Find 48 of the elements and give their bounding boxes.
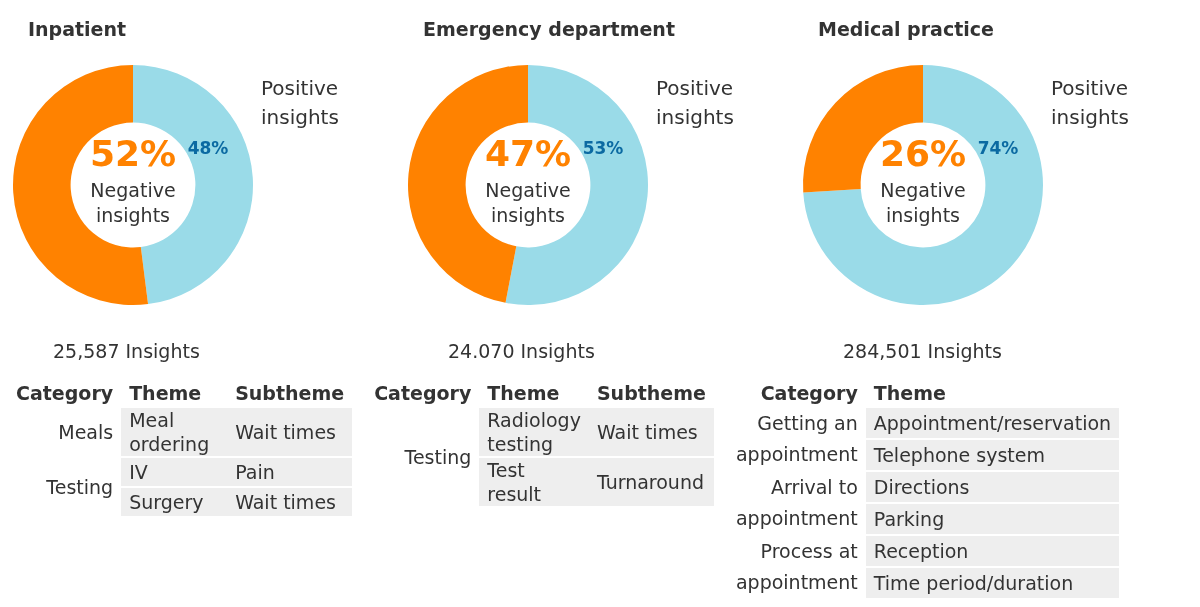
data-label: 47% <box>484 133 572 175</box>
text: Getting an appointment <box>735 412 858 465</box>
text: Parking <box>873 508 945 530</box>
slice-label: Positive insights <box>656 76 734 130</box>
text: Meals <box>58 420 114 443</box>
text: Radiology testing <box>487 409 581 455</box>
text: Process at appointment <box>735 540 858 593</box>
slice-label: Positive insights <box>1051 76 1129 130</box>
text: Wait times <box>596 421 698 443</box>
data-label: 74% <box>977 138 1019 159</box>
text: Telephone system <box>873 444 1046 466</box>
category-label: Category <box>373 381 473 406</box>
text: Test result <box>487 459 542 505</box>
text: 25,587 Insights <box>52 340 201 362</box>
text: Wait times <box>235 421 336 443</box>
text: Testing <box>46 475 114 498</box>
slice-label: Negative insights <box>880 178 966 226</box>
data-label: 53% <box>582 138 624 159</box>
text: Surgery <box>129 491 204 513</box>
text: Turnaround <box>596 471 705 493</box>
category-label: Theme <box>872 381 947 406</box>
category-label: Theme <box>486 381 561 406</box>
category-label: Subtheme <box>595 381 707 406</box>
chart-title: Inpatient <box>27 17 128 42</box>
text: Meal ordering <box>129 409 210 455</box>
text: Arrival to appointment <box>735 476 858 529</box>
chart-title: Medical practice <box>817 17 995 42</box>
slice-label: Negative insights <box>90 178 176 226</box>
data-label: 52% <box>89 133 177 175</box>
category-label: Category <box>15 381 115 406</box>
text: Reception <box>873 540 969 562</box>
text: Appointment/reservation <box>873 412 1112 434</box>
text: Testing <box>404 445 472 468</box>
text: Wait times <box>235 491 336 513</box>
text: 284,501 Insights <box>842 340 1003 362</box>
slice-label: Negative insights <box>485 178 571 226</box>
category-label: Subtheme <box>234 381 346 406</box>
text: Time period/duration <box>873 572 1074 594</box>
data-label: 26% <box>879 133 967 175</box>
text: Pain <box>235 461 275 483</box>
data-label: 48% <box>187 138 229 159</box>
category-label: Theme <box>128 381 203 406</box>
text: Directions <box>873 476 970 498</box>
category-label: Category <box>759 381 859 406</box>
text: 24.070 Insights <box>447 340 596 362</box>
slice-label: Positive insights <box>261 76 339 130</box>
text: IV <box>129 461 148 483</box>
chart-title: Emergency department <box>422 17 676 42</box>
